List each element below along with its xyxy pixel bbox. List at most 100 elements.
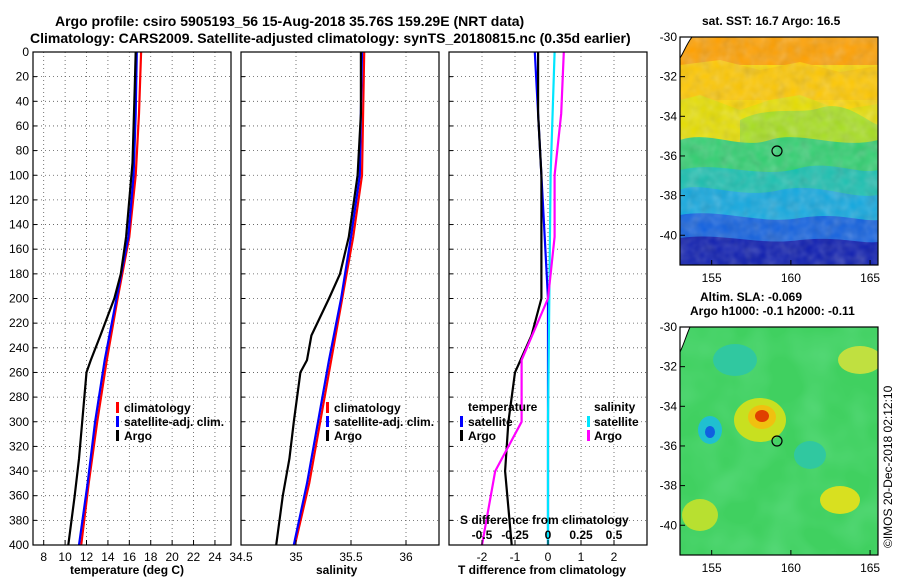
legend-label-climatology: climatology [124, 401, 191, 415]
x-axis-label-t-difference: T difference from climatology [458, 563, 626, 577]
y-tick-label: 40 [16, 94, 30, 108]
legend-swatch-t-argo [460, 430, 463, 441]
map-x-tick-label: 165 [860, 271, 880, 285]
y-tick-label: 80 [16, 144, 30, 158]
y-tick-label: 60 [16, 119, 30, 133]
x-tick-label: 8 [40, 550, 47, 564]
map-y-tick-label: -36 [660, 439, 678, 453]
map-y-tick-label: -34 [660, 399, 678, 413]
legend-swatch-climatology [326, 402, 329, 413]
y-tick-label: 0 [22, 45, 29, 59]
series-line-argo [275, 52, 362, 545]
sla-map-frame [679, 326, 879, 556]
difference-legend: temperature satellite Argo salinity sate… [460, 400, 639, 443]
imos-credit: ©IMOS 20-Dec-2018 02:12:10 [881, 385, 895, 548]
x-tick-label: -2 [477, 550, 488, 564]
legend-label-satellite: satellite-adj. clim. [334, 415, 434, 429]
legend-swatch-satellite [116, 416, 119, 427]
x-tick-label: 18 [144, 550, 158, 564]
y-tick-label: 120 [9, 193, 29, 207]
argo-position-marker [771, 435, 783, 447]
s-diff-tick-label: 0.5 [606, 528, 623, 542]
series-line-satellite-adj-clim- [77, 52, 138, 545]
legend-label-climatology: climatology [334, 401, 401, 415]
map-x-tick-label: 160 [781, 561, 801, 575]
title-line-1: Argo profile: csiro 5905193_56 15-Aug-20… [55, 13, 524, 29]
legend-label-s-argo: Argo [594, 429, 622, 443]
sla-map-title-2: Argo h1000: -0.1 h2000: -0.11 [690, 304, 855, 318]
y-tick-label: 400 [9, 538, 29, 552]
x-tick-label: 10 [58, 550, 72, 564]
y-tick-label: 300 [9, 415, 29, 429]
salinity-legend: climatology satellite-adj. clim. Argo [326, 401, 434, 443]
sst-map: sat. SST: 16.7 Argo: 16.5 155 160 165 -30 -3… [660, 14, 881, 285]
series-line-s-satellite [546, 52, 556, 545]
legend-swatch-climatology [116, 402, 119, 413]
map-y-tick-label: -32 [660, 360, 678, 374]
map-x-tick-label: 165 [860, 561, 880, 575]
x-tick-label: 35.5 [339, 550, 363, 564]
map-y-tick-label: -36 [660, 149, 678, 163]
y-tick-label: 260 [9, 365, 29, 379]
x-axis-label-s-difference: S difference from climatology [460, 513, 629, 527]
series-line-argo [67, 52, 137, 545]
difference-panel: -2 -1 0 1 2 -0.5 -0.25 0 0.25 0.5 [448, 51, 648, 564]
x-tick-label: 14 [101, 550, 115, 564]
y-tick-label: 200 [9, 292, 29, 306]
legend-label-s-satellite: satellite [594, 415, 639, 429]
sst-map-frame [679, 36, 879, 266]
map-x-tick-label: 155 [702, 561, 722, 575]
y-tick-label: 320 [9, 439, 29, 453]
y-tick-label: 160 [9, 242, 29, 256]
title-line-2: Climatology: CARS2009. Satellite-adjuste… [30, 30, 631, 46]
x-tick-label: 36 [399, 550, 413, 564]
x-tick-label: 22 [187, 550, 201, 564]
map-y-tick-label: -38 [660, 189, 678, 203]
s-diff-tick-label: -0.25 [501, 528, 529, 542]
sla-map-image [680, 327, 878, 555]
legend-label-argo: Argo [124, 429, 152, 443]
legend-label-satellite: satellite-adj. clim. [124, 415, 224, 429]
s-diff-tick-label: 0.25 [569, 528, 593, 542]
y-tick-label: 360 [9, 489, 29, 503]
y-tick-label: 140 [9, 218, 29, 232]
sst-map-title: sat. SST: 16.7 Argo: 16.5 [702, 14, 841, 28]
x-tick-label: 0 [545, 550, 552, 564]
series-line-s-argo [480, 52, 565, 545]
map-y-tick-label: -32 [660, 70, 678, 84]
map-x-tick-label: 160 [781, 271, 801, 285]
x-tick-label: 20 [165, 550, 179, 564]
legend-swatch-s-argo [587, 430, 590, 441]
legend-swatch-satellite [326, 416, 329, 427]
y-tick-label: 280 [9, 390, 29, 404]
x-tick-label: 12 [80, 550, 94, 564]
y-tick-label: 220 [9, 316, 29, 330]
legend-title-salinity: salinity [594, 400, 636, 414]
x-tick-label: -1 [510, 550, 521, 564]
x-tick-label: 16 [123, 550, 137, 564]
salinity-panel: 34.5 35 35.5 36 [229, 51, 440, 564]
legend-label-argo: Argo [334, 429, 362, 443]
y-tick-label: 100 [9, 168, 29, 182]
series-line-satellite-adj-clim- [292, 52, 364, 545]
y-tick-label: 240 [9, 341, 29, 355]
x-axis-label-temperature: temperature (deg C) [70, 563, 184, 577]
legend-swatch-argo [326, 430, 329, 441]
map-y-tick-label: -34 [660, 109, 678, 123]
map-y-tick-label: -40 [660, 228, 678, 242]
temperature-panel: 8 10 12 14 16 18 20 22 240 20 40 60 80 100 120 140 160 18… [9, 45, 232, 564]
map-y-tick-label: -30 [660, 320, 678, 334]
legend-swatch-argo [116, 430, 119, 441]
map-y-tick-label: -38 [660, 479, 678, 493]
map-x-tick-label: 155 [702, 271, 722, 285]
legend-title-temperature: temperature [468, 400, 538, 414]
y-tick-label: 20 [16, 70, 30, 84]
sla-map-title-1: Altim. SLA: -0.069 [700, 290, 802, 304]
sla-map: Altim. SLA: -0.069 Argo h1000: -0.1 h200… [660, 290, 881, 575]
temperature-legend: climatology satellite-adj. clim. Argo [116, 401, 224, 443]
legend-label-t-satellite: satellite [468, 415, 513, 429]
x-tick-label: 1 [578, 550, 585, 564]
temperature-series [67, 52, 143, 545]
y-tick-label: 180 [9, 267, 29, 281]
x-tick-label: 2 [611, 550, 618, 564]
